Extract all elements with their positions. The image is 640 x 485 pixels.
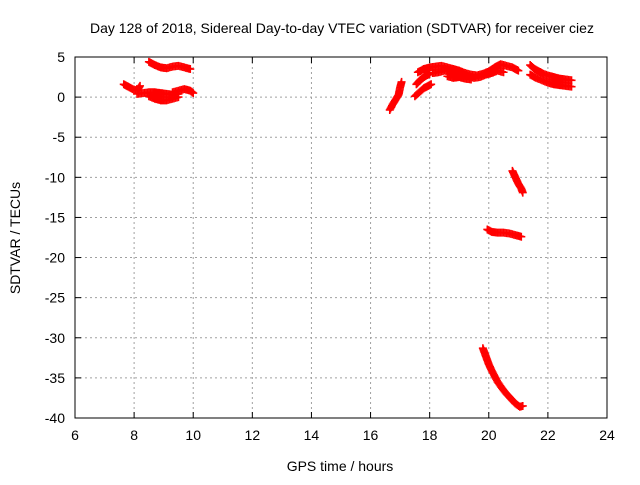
data-point	[467, 75, 476, 84]
data-point	[499, 68, 508, 77]
data-point	[518, 188, 527, 197]
y-tick-label: -5	[53, 129, 66, 145]
x-tick-label: 24	[599, 427, 615, 443]
y-tick-label: -30	[45, 330, 65, 346]
y-tick-label: -35	[45, 370, 65, 386]
data-point	[136, 81, 145, 90]
y-tick-label: -40	[45, 410, 65, 426]
x-tick-label: 18	[422, 427, 438, 443]
y-tick-label: -10	[45, 169, 65, 185]
data-point	[186, 65, 195, 74]
y-axis-label: SDTVAR / TECUs	[7, 182, 23, 294]
y-tick-label: -20	[45, 250, 65, 266]
y-tick-label: -15	[45, 209, 65, 225]
axis-ticks: 6 8 10 12 14 16 18 20 22 24 5 0 -5 -10 -15 -20 -25 -30 -35…	[45, 49, 615, 443]
x-axis-label: GPS time / hours	[287, 458, 394, 474]
plot-frame	[74, 56, 608, 419]
data-points	[119, 57, 576, 411]
data-point	[189, 89, 198, 98]
chart-title: Day 128 of 2018, Sidereal Day-to-day VTE…	[90, 20, 594, 36]
data-point	[567, 82, 576, 91]
grid-lines	[75, 57, 607, 418]
data-point	[397, 77, 406, 86]
x-tick-label: 22	[540, 427, 556, 443]
data-point	[188, 88, 197, 97]
data-point	[517, 232, 526, 241]
data-point	[514, 66, 523, 75]
x-tick-label: 16	[363, 427, 379, 443]
x-tick-label: 8	[130, 427, 138, 443]
y-tick-label: 5	[57, 49, 65, 65]
x-tick-label: 14	[304, 427, 320, 443]
data-point	[427, 80, 436, 89]
y-tick-label: -25	[45, 290, 65, 306]
data-point	[518, 401, 527, 410]
x-tick-label: 10	[185, 427, 201, 443]
x-tick-label: 6	[71, 427, 79, 443]
x-tick-label: 20	[481, 427, 497, 443]
x-tick-label: 12	[245, 427, 261, 443]
y-tick-label: 0	[57, 89, 65, 105]
